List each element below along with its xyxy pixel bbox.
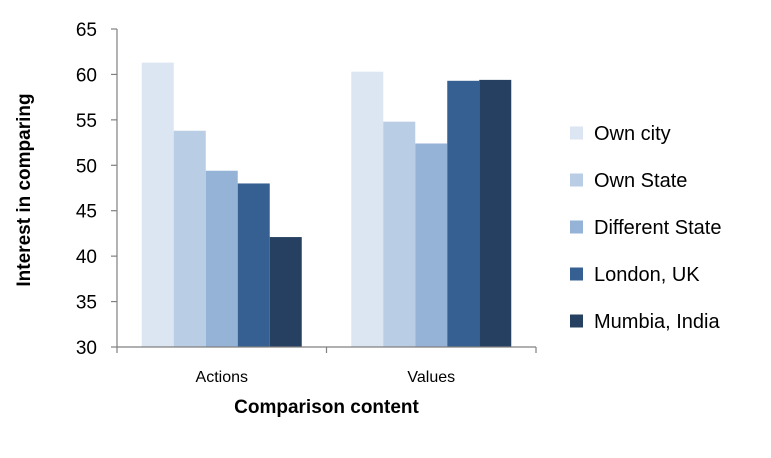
bar-values-series-4 (447, 80, 480, 347)
legend-swatch-3 (570, 220, 583, 234)
y-tick-labels: 30 35 40 45 50 55 60 65 (76, 20, 97, 359)
bar-actions-series-5 (269, 237, 302, 347)
y-tick-label: 30 (76, 338, 97, 359)
bar-actions-series-4 (237, 183, 270, 347)
legend-label-2: Own State (594, 170, 687, 192)
bar-values-series-5 (479, 79, 512, 347)
legend-swatch-4 (570, 267, 583, 281)
x-tick-label: Values (407, 369, 455, 386)
legend-label-3: Different State (594, 217, 721, 239)
legend: Own city Own State Different State London, … (570, 123, 721, 333)
x-tick-label: Actions (196, 369, 248, 386)
legend-swatch-1 (570, 126, 583, 140)
y-tick-label: 35 (76, 293, 97, 314)
legend-swatch-2 (570, 173, 583, 187)
y-tick-label: 65 (76, 20, 97, 41)
bar-actions-series-2 (173, 130, 206, 347)
x-axis-title: Comparison content (234, 397, 419, 418)
y-axis-title: Interest in comparing (14, 93, 35, 286)
y-tick-label: 55 (76, 111, 97, 132)
legend-label-5: Mumbia, India (594, 311, 720, 333)
y-tick-label: 50 (76, 156, 97, 177)
x-tick-labels: Actions Values (196, 369, 456, 386)
bar-actions-series-3 (205, 170, 238, 347)
bar-values-series-2 (383, 121, 416, 347)
legend-label-4: London, UK (594, 264, 700, 286)
y-tick-label: 40 (76, 247, 97, 268)
bar-values-series-1 (351, 71, 384, 348)
bars-layer (141, 62, 512, 348)
legend-label-1: Own city (594, 123, 671, 145)
y-tick-label: 45 (76, 202, 97, 223)
bar-values-series-3 (415, 143, 448, 347)
axes (111, 28, 537, 353)
bar-actions-series-1 (141, 62, 174, 348)
y-tick-label: 60 (76, 65, 97, 86)
legend-swatch-5 (570, 314, 583, 328)
